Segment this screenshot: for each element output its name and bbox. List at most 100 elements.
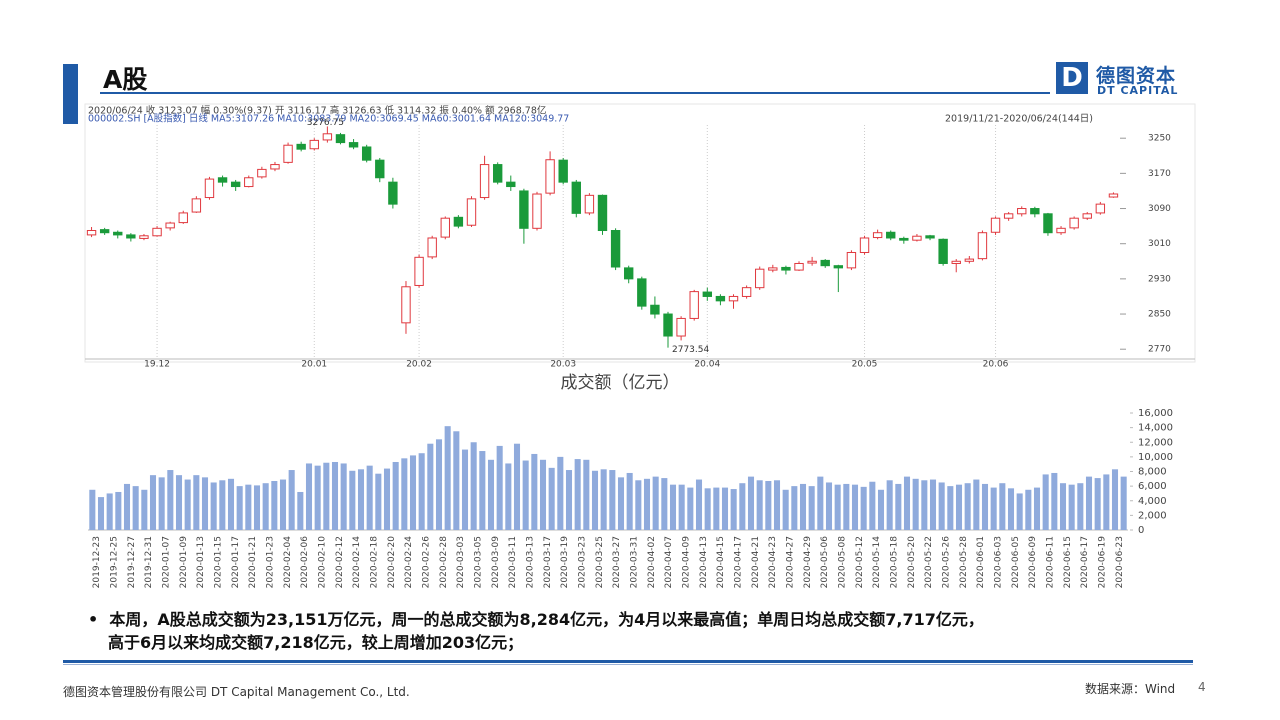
bar: [1120, 476, 1127, 530]
bar: [1051, 472, 1058, 530]
bar: [349, 470, 356, 530]
bar: [782, 489, 789, 530]
bar: [825, 482, 833, 530]
bar: [747, 476, 755, 530]
candle-body: [126, 234, 136, 239]
x-tick-label: 2020-02-28: [439, 536, 449, 589]
x-tick-label: 2020-03-11: [508, 536, 518, 588]
bar: [505, 463, 512, 530]
candle-body: [925, 235, 935, 239]
y-tick-label: 2930: [1148, 274, 1171, 284]
bar: [496, 445, 503, 530]
y-tick-label: 2770: [1148, 345, 1171, 355]
bar: [89, 489, 96, 530]
x-tick-label: 2020-03-09: [491, 536, 501, 589]
bar: [687, 487, 694, 530]
x-tick-label: 2020-05-26: [942, 536, 952, 589]
bar: [531, 453, 538, 530]
candle-body: [741, 287, 752, 297]
bar: [1111, 469, 1119, 530]
candle-body: [676, 317, 686, 337]
x-tick-label: 2020-03-13: [526, 536, 536, 588]
candle-body: [663, 313, 673, 337]
x-tick-label: 2020-02-10: [318, 536, 328, 589]
bullet: •: [88, 610, 99, 629]
bar: [591, 470, 599, 530]
candle-body: [558, 159, 568, 183]
bar: [288, 470, 295, 530]
candle-body: [702, 291, 713, 297]
x-tick-label: 2020-01-15: [214, 536, 224, 588]
x-tick-label: 2020-02-14: [352, 536, 362, 589]
bar: [773, 480, 781, 530]
bar: [427, 443, 434, 530]
candle-body: [964, 258, 975, 262]
candle-body: [728, 295, 739, 302]
bar: [557, 456, 564, 530]
bar: [869, 481, 876, 530]
bar: [765, 481, 772, 530]
candle-body: [624, 267, 634, 280]
y-tick-label: 8,000: [1138, 467, 1167, 478]
candle-body: [610, 230, 621, 268]
bar: [175, 475, 183, 530]
candle-body: [951, 260, 961, 264]
x-tick-label: 2020-01-21: [248, 536, 258, 588]
bar: [860, 486, 867, 530]
x-tick-label: 2020-05-28: [959, 536, 969, 589]
x-tick-label: 2020-02-20: [387, 536, 397, 589]
candle-body: [401, 286, 411, 324]
bar: [886, 480, 893, 530]
x-tick-label: 2020-02-26: [422, 536, 432, 589]
candle-body: [204, 178, 215, 199]
bar: [479, 451, 486, 530]
bar: [158, 477, 165, 530]
x-tick-label: 2020-06-03: [994, 536, 1004, 588]
annotation: 2773.54: [672, 345, 709, 355]
bar: [184, 479, 191, 530]
bar: [851, 484, 859, 530]
bar: [253, 485, 261, 530]
bar: [418, 453, 425, 530]
x-tick-label: 2020-06-23: [1115, 536, 1125, 588]
candle-body: [270, 164, 280, 170]
bar: [955, 484, 963, 530]
candle-body: [1082, 213, 1092, 219]
bar: [895, 483, 902, 530]
bar: [149, 475, 157, 530]
candle-body: [257, 168, 267, 178]
x-tick-label: 20.06: [983, 360, 1009, 370]
candle-body: [283, 144, 293, 163]
bar: [1016, 493, 1023, 530]
y-tick-label: 2,000: [1138, 510, 1167, 521]
x-tick-label: 20.04: [694, 360, 720, 370]
bar: [652, 476, 659, 530]
candle-body: [506, 181, 516, 188]
bar: [1068, 484, 1075, 530]
x-tick-label: 2020-04-07: [664, 536, 674, 588]
y-tick-label: 14,000: [1138, 423, 1173, 434]
bar: [366, 465, 373, 530]
footer-source: 数据来源：Wind: [1085, 682, 1176, 696]
y-tick-label: 12,000: [1138, 437, 1173, 448]
candle-body: [899, 237, 909, 241]
candle-body: [230, 181, 241, 188]
x-tick-label: 2020-02-06: [300, 536, 310, 589]
candle-body: [1003, 213, 1014, 219]
x-tick-label: 2020-04-17: [734, 536, 744, 588]
bar: [210, 482, 217, 530]
candle-body: [571, 181, 581, 214]
bar: [834, 484, 841, 530]
bar: [245, 484, 252, 530]
candle-body: [479, 164, 490, 199]
x-tick-label: 2019-12-25: [110, 536, 120, 588]
candle-body: [1095, 203, 1106, 214]
bar: [97, 497, 105, 530]
candle-body: [545, 159, 555, 194]
y-tick-label: 16,000: [1138, 408, 1173, 419]
x-tick-label: 2020-03-23: [578, 536, 588, 588]
bar: [331, 461, 339, 530]
candle-body: [113, 231, 123, 236]
candle-body: [335, 134, 346, 144]
